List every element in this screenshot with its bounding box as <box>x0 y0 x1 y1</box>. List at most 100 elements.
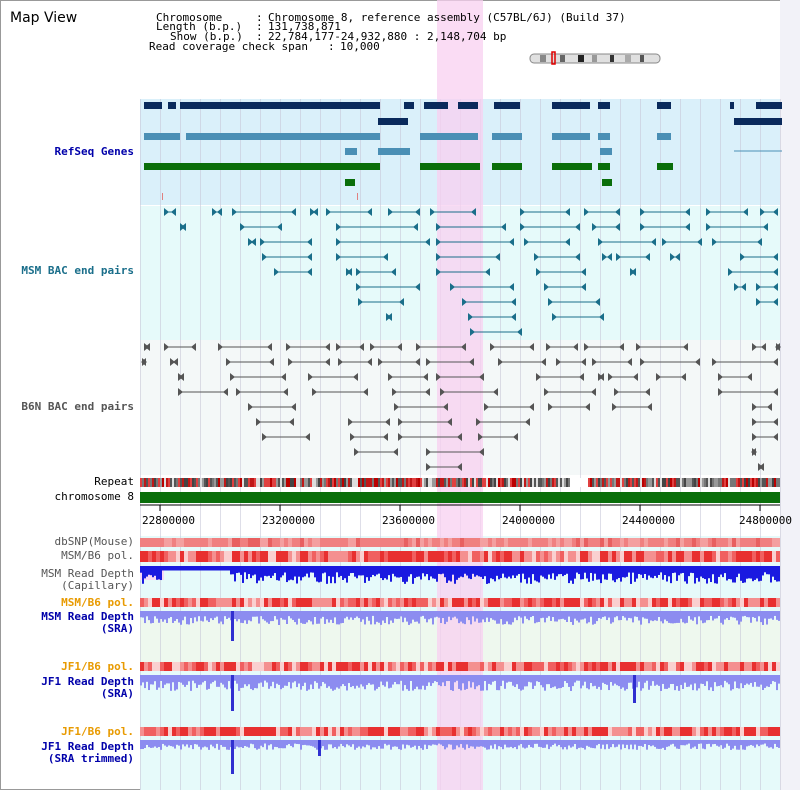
heatmap-cell <box>188 598 192 607</box>
depth-bar <box>658 566 660 575</box>
depth-bar <box>432 740 434 745</box>
repeat-stripe <box>594 478 596 487</box>
depth-bar <box>518 611 520 617</box>
depth-bar <box>542 675 544 688</box>
heatmap-cell <box>696 662 700 671</box>
depth-bar <box>574 675 576 683</box>
heatmap-cell <box>468 551 472 562</box>
b6n-bac-end <box>325 358 330 366</box>
depth-bar <box>606 740 608 745</box>
heatmap-cell <box>572 662 576 671</box>
depth-bar <box>592 566 594 581</box>
depth-bar <box>380 566 382 579</box>
depth-bar <box>440 675 442 687</box>
heatmap-cell <box>280 538 284 547</box>
depth-bar <box>280 611 282 618</box>
track-label-chromosome[interactable]: chromosome 8 <box>54 490 134 503</box>
heatmap-cell <box>500 538 504 547</box>
heatmap-cell <box>212 551 216 562</box>
depth-bar <box>644 675 646 683</box>
depth-bar <box>684 611 686 624</box>
b6n-bac-end <box>479 448 484 456</box>
heatmap-cell <box>760 662 764 671</box>
depth-bar <box>754 675 756 683</box>
depth-bar <box>438 740 440 744</box>
depth-bar <box>568 566 570 584</box>
repeat-stripe <box>774 478 776 487</box>
depth-bar <box>216 611 218 617</box>
track-label-jf1-b6-pol-2[interactable]: JF1/B6 pol. <box>61 725 134 738</box>
repeat-track <box>140 478 780 487</box>
heatmap-cell <box>156 538 160 547</box>
track-label-jf1-depth-trim-1[interactable]: JF1 Read Depth <box>41 740 134 753</box>
heatmap-cell <box>632 598 636 607</box>
selected-region-highlight[interactable] <box>437 0 483 790</box>
b6n-bac-end <box>759 463 764 471</box>
depth-bar <box>670 675 672 685</box>
depth-bar <box>616 675 618 686</box>
depth-bar <box>628 740 630 750</box>
track-label-refseq[interactable]: RefSeq Genes <box>54 145 134 158</box>
depth-bar <box>330 740 332 745</box>
depth-bar <box>710 611 712 616</box>
depth-bar <box>462 740 464 748</box>
depth-bar <box>458 611 460 624</box>
msm-bac-end <box>756 298 761 306</box>
heatmap-cell <box>316 598 320 607</box>
heatmap-cell <box>768 598 772 607</box>
depth-bar <box>150 740 152 748</box>
depth-bar <box>394 611 396 619</box>
track-label-msm-depth-cap-1[interactable]: MSM Read Depth <box>41 567 134 580</box>
msm-bac-end <box>415 208 420 216</box>
track-label-msm-b6-pol-2[interactable]: MSM/B6 pol. <box>61 596 134 609</box>
track-label-msm-b6-pol[interactable]: MSM/B6 pol. <box>61 549 134 562</box>
b6n-bac-end <box>393 448 398 456</box>
heatmap-cell <box>652 551 656 562</box>
repeat-stripe <box>440 478 442 487</box>
repeat-stripe <box>208 478 210 487</box>
heatmap-cell <box>608 551 612 562</box>
track-label-dbsnp[interactable]: dbSNP(Mouse) <box>54 535 134 548</box>
heatmap-cell <box>688 551 692 562</box>
heatmap-cell <box>324 727 328 736</box>
depth-bar <box>330 566 332 584</box>
b6n-bac-end <box>267 343 272 351</box>
track-label-b6n-bac[interactable]: B6N BAC end pairs <box>21 400 134 413</box>
msm-bac-end <box>260 238 265 246</box>
sep-2: : <box>256 20 263 33</box>
b6n-bac-end <box>457 463 462 471</box>
depth-bar <box>328 566 330 577</box>
repeat-stripe <box>758 478 760 487</box>
depth-bar <box>578 675 580 681</box>
track-label-msm-bac[interactable]: MSM BAC end pairs <box>21 264 134 277</box>
msm-bac-end <box>164 208 169 216</box>
repeat-stripe <box>504 478 506 487</box>
heatmap-cell <box>156 727 160 736</box>
heatmap-cell <box>512 598 516 607</box>
depth-bar <box>750 675 752 683</box>
depth-bar <box>410 566 412 575</box>
heatmap-cell <box>752 551 756 562</box>
heatmap-cell <box>152 662 156 671</box>
b6n-bac-end <box>541 358 546 366</box>
heatmap-cell <box>612 662 616 671</box>
heatmap-cell <box>436 551 440 562</box>
heatmap-cell <box>724 727 728 736</box>
depth-bar <box>346 566 348 583</box>
msm-bac-end <box>251 238 256 246</box>
repeat-stripe <box>474 478 476 487</box>
depth-bar <box>506 611 508 622</box>
track-label-jf1-depth-sra-1[interactable]: JF1 Read Depth <box>41 675 134 688</box>
depth-bar <box>372 611 374 616</box>
track-label-jf1-b6-pol[interactable]: JF1/B6 pol. <box>61 660 134 673</box>
depth-bar <box>212 566 214 571</box>
depth-bar <box>612 740 614 745</box>
repeat-stripe <box>150 478 152 487</box>
depth-bar <box>256 566 258 584</box>
track-label-repeat[interactable]: Repeat <box>94 475 134 488</box>
depth-bar <box>586 566 588 579</box>
track-label-msm-depth-sra-1[interactable]: MSM Read Depth <box>41 610 134 623</box>
depth-bar <box>644 611 646 619</box>
msm-bac-end <box>524 238 529 246</box>
